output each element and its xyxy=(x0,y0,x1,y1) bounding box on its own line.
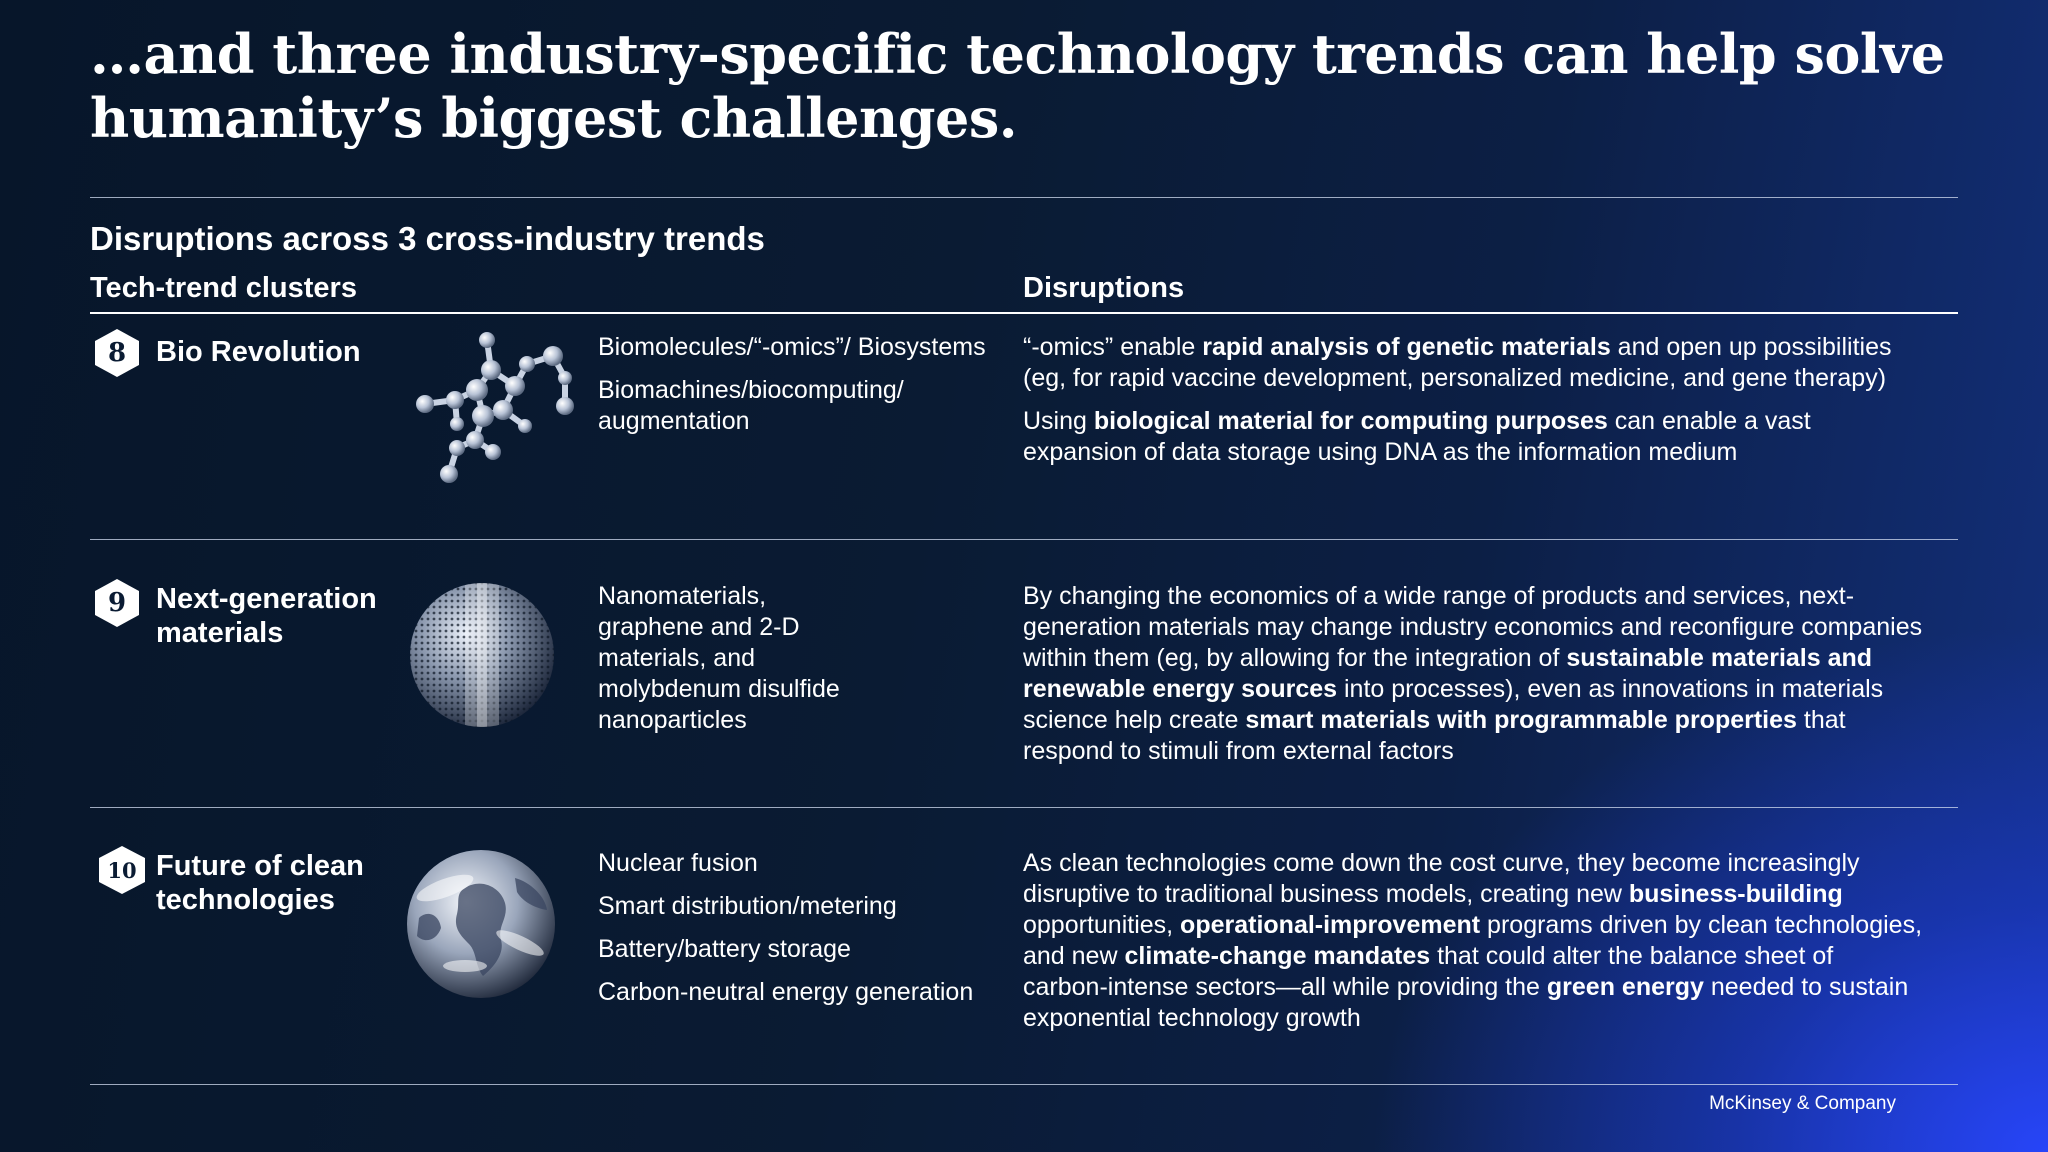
body-text: programs driven by clean technologies, a… xyxy=(1023,911,1923,970)
footer-brand: McKinsey & Company xyxy=(1709,1093,1896,1114)
emphasis-text: sustainable materials and renewable ener… xyxy=(1023,644,1873,703)
cluster-title: Next-generation materials xyxy=(156,583,377,649)
graphene-sphere-icon xyxy=(410,583,554,727)
body-text: As clean technologies come down the cost… xyxy=(1023,849,1860,908)
subtopic-item: Smart distribution/metering xyxy=(598,892,897,920)
subtopic-item: Biomolecules/“-omics”/ Biosystems xyxy=(598,333,986,361)
subtopic-item: Nuclear fusion xyxy=(598,849,758,877)
body-text: Using xyxy=(1023,407,1094,435)
cluster-title: Future of clean technologies xyxy=(156,850,364,916)
earth-globe-icon xyxy=(407,850,555,998)
body-text: opportunities, xyxy=(1023,911,1181,939)
emphasis-text: climate-change mandates xyxy=(1124,942,1431,970)
subtopic-item: Biomachines/biocomputing/ augmentation xyxy=(598,376,904,435)
body-text: that could alter the balance sheet of ca… xyxy=(1023,942,1834,1001)
body-text: into processes), even as innovations in … xyxy=(1023,675,1884,734)
header-divider xyxy=(90,312,1958,314)
emphasis-text: operational-improvement xyxy=(1180,911,1481,939)
body-text: “-omics” enable xyxy=(1023,333,1203,361)
emphasis-text: business-building xyxy=(1628,880,1843,908)
row-divider xyxy=(90,539,1958,540)
divider xyxy=(90,197,1958,198)
number-badge: 9 xyxy=(95,579,139,627)
disruption-paragraph: “-omics” enable rapid analysis of geneti… xyxy=(1023,332,1923,394)
number-badge: 8 xyxy=(95,329,139,377)
headline: …and three industry-specific technology … xyxy=(90,22,1945,150)
subtopic-list: Nanomaterials, graphene and 2-D material… xyxy=(598,581,868,748)
cluster-title: Bio Revolution xyxy=(156,336,361,368)
column-header-disruptions: Disruptions xyxy=(1023,272,1185,304)
emphasis-text: biological material for computing purpos… xyxy=(1093,407,1608,435)
disruption-text: “-omics” enable rapid analysis of geneti… xyxy=(1023,332,1923,480)
bottom-divider xyxy=(90,1084,1958,1085)
emphasis-text: smart materials with programmable proper… xyxy=(1245,706,1797,734)
column-header-clusters: Tech-trend clusters xyxy=(90,272,357,304)
disruption-text: As clean technologies come down the cost… xyxy=(1023,848,1923,1046)
disruption-paragraph: Using biological material for computing … xyxy=(1023,406,1923,468)
subtopic-list: Nuclear fusion Smart distribution/meteri… xyxy=(598,848,998,1020)
body-text: needed to sustain exponential technology… xyxy=(1023,973,1909,1032)
emphasis-text: rapid analysis of genetic materials xyxy=(1202,333,1611,361)
body-text: can enable a vast expansion of data stor… xyxy=(1023,407,1811,466)
disruption-paragraph: By changing the economics of a wide rang… xyxy=(1023,581,1923,767)
disruption-text: By changing the economics of a wide rang… xyxy=(1023,581,1923,779)
emphasis-text: green energy xyxy=(1546,973,1704,1001)
subtopic-item: Nanomaterials, graphene and 2-D material… xyxy=(598,582,840,734)
molecule-icon xyxy=(416,332,574,483)
section-subhead: Disruptions across 3 cross-industry tren… xyxy=(90,220,765,257)
number-badge: 10 xyxy=(99,846,145,894)
body-text: and open up possibilities (eg, for rapid… xyxy=(1023,333,1892,392)
subtopic-list: Biomolecules/“-omics”/ Biosystems Biomac… xyxy=(598,332,998,449)
row-divider xyxy=(90,807,1958,808)
subtopic-item: Battery/battery storage xyxy=(598,935,851,963)
subtopic-item: Carbon-neutral energy generation xyxy=(598,978,974,1006)
body-text: By changing the economics of a wide rang… xyxy=(1023,582,1923,672)
disruption-paragraph: As clean technologies come down the cost… xyxy=(1023,848,1923,1034)
body-text: that respond to stimuli from external fa… xyxy=(1023,706,1846,765)
